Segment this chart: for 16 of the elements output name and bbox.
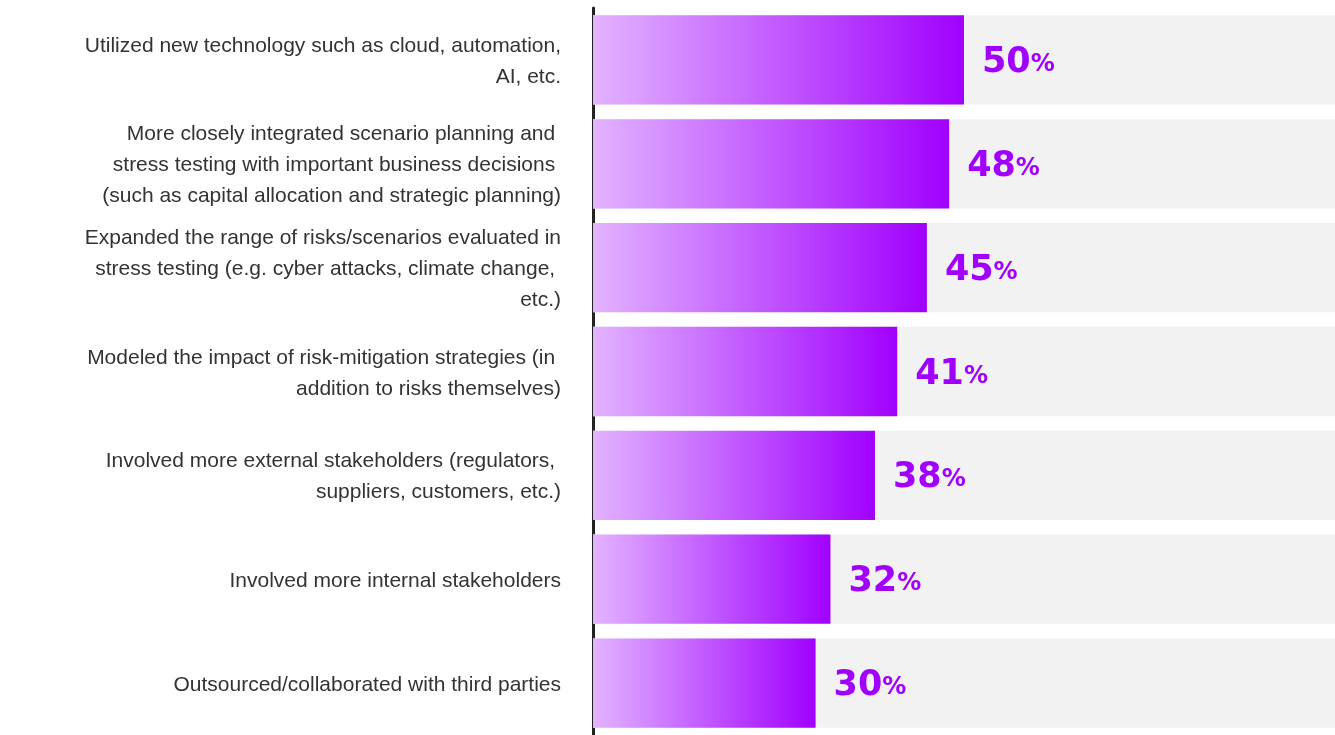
data-label: 32%: [848, 559, 922, 600]
data-label: 41%: [915, 351, 988, 392]
y-tick-label: Involved more external stakeholders (regulators, suppliers, customers, etc.): [105, 448, 561, 503]
y-tick-label: Outsourced/collaborated with third parties: [173, 671, 561, 695]
data-label: 48%: [967, 143, 1040, 184]
y-tick-label: Utilized new technology such as cloud, automation, AI, etc.: [84, 32, 561, 87]
y-tick-label: More closely integrated scenario planning and stress testing with important business decisions (such as capital allocation and strategic planning): [102, 121, 561, 207]
y-tick-label: Expanded the range of risks/scenarios evaluated in stress testing (e.g. cyber attacks, climate change, etc.): [84, 225, 561, 311]
bar: [593, 638, 816, 728]
data-label: 38%: [892, 455, 966, 496]
y-tick-label: Involved more internal stakeholders: [229, 567, 561, 591]
data-label: 50%: [982, 39, 1055, 80]
y-tick-label: Modeled the impact of risk-mitigation strategies (in addition to risks themselves): [87, 344, 561, 399]
data-label: 30%: [833, 663, 907, 704]
data-label: 45%: [944, 247, 1018, 288]
bar: [593, 534, 831, 624]
